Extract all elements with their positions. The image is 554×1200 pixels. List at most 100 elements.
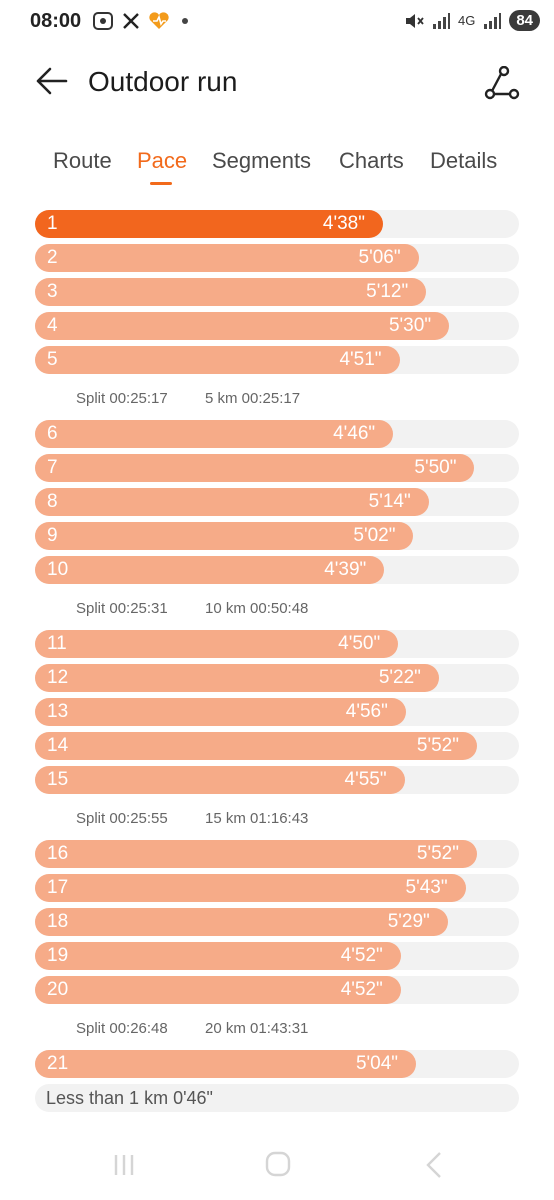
pace-bar: 16	[35, 840, 477, 868]
cumulative-time: 10 km 00:50:48	[205, 600, 309, 617]
pace-label: 4'38"	[322, 213, 365, 234]
km-index: 18	[47, 911, 69, 932]
km-index: 5	[47, 349, 58, 370]
cumulative-time: 5 km 00:25:17	[205, 390, 301, 407]
pace-label: 5'30"	[388, 315, 432, 336]
home-icon[interactable]	[258, 1150, 298, 1180]
km-index: 7	[47, 457, 58, 478]
pace-bar: 20	[35, 976, 401, 1004]
pace-row[interactable]: 21 5'04"	[35, 1050, 519, 1078]
cumulative-time: 20 km 01:43:31	[205, 1020, 309, 1037]
split-time: Split 00:25:17	[76, 390, 168, 407]
split-summary: Split 00:25:31 10 km 00:50:48	[35, 590, 519, 630]
pace-bar: 3	[35, 278, 427, 306]
cumulative-time: 15 km 01:16:43	[205, 810, 309, 827]
pace-row[interactable]: 8 5'14"	[35, 488, 519, 516]
km-index: 13	[47, 701, 69, 722]
tab-pace[interactable]: Pace	[137, 148, 188, 173]
pace-label: 4'52"	[340, 945, 383, 966]
pace-row[interactable]: 15 4'55"	[35, 766, 519, 794]
more-notifications-dot	[182, 18, 188, 24]
km-index: 15	[47, 769, 69, 790]
pace-row[interactable]: 12 5'22"	[35, 664, 519, 692]
clock: 08:00	[30, 10, 82, 32]
km-index: 1	[47, 213, 58, 234]
km-index: 21	[47, 1053, 69, 1074]
pace-row[interactable]: 7 5'50"	[35, 454, 519, 482]
pace-row[interactable]: 13 4'56"	[35, 698, 519, 726]
split-time: Split 00:26:48	[76, 1020, 168, 1037]
pace-bar: 21	[35, 1050, 417, 1078]
remainder-label: Less than 1 km 0'46"	[46, 1088, 213, 1108]
pace-row[interactable]: 19 4'52"	[35, 942, 519, 970]
pace-row[interactable]: 2 5'06"	[35, 244, 519, 272]
remainder-row: Less than 1 km 0'46"	[35, 1084, 519, 1112]
km-index: 12	[47, 667, 69, 688]
pace-label: 4'46"	[333, 423, 376, 444]
pace-bar: 6	[35, 420, 394, 448]
pace-bar: 11	[35, 630, 399, 658]
pace-bar: 18	[35, 908, 448, 936]
pace-bar: 10	[35, 556, 385, 584]
pace-bar: 4	[35, 312, 450, 340]
pace-row[interactable]: 1 4'38"	[35, 210, 519, 238]
tab-charts[interactable]: Charts	[339, 148, 404, 173]
pace-bar: 12	[35, 664, 439, 692]
pace-bar: 9	[35, 522, 414, 550]
km-index: 3	[47, 281, 58, 302]
tab-segments[interactable]: Segments	[212, 148, 312, 173]
arrow-left-icon[interactable]	[34, 66, 70, 96]
pace-label: 5'50"	[414, 457, 457, 478]
pace-row[interactable]: 5 4'51"	[35, 346, 519, 374]
km-index: 9	[47, 525, 58, 546]
recent-apps-icon[interactable]	[104, 1150, 144, 1180]
km-index: 4	[47, 315, 58, 336]
health-app-icon	[149, 12, 169, 30]
pace-row[interactable]: 4 5'30"	[35, 312, 519, 340]
pace-bar: 13	[35, 698, 406, 726]
split-summary: Split 00:26:48 20 km 01:43:31	[35, 1010, 519, 1050]
km-index: 17	[47, 877, 69, 898]
pace-row[interactable]: 3 5'12"	[35, 278, 519, 306]
km-index: 8	[47, 491, 58, 512]
pace-label: 5'14"	[368, 491, 411, 512]
pace-label: 5'52"	[416, 843, 459, 864]
tab-details[interactable]: Details	[430, 148, 498, 173]
pace-chart: 1 4'38" 2 5'06" 3 5'12" 4 5'30" 5 4'51" Split 00:2…	[35, 210, 519, 1112]
split-summary: Split 00:25:17 5 km 00:25:17	[35, 380, 519, 420]
pace-label: 4'39"	[324, 559, 367, 580]
pace-row[interactable]: 14 5'52"	[35, 732, 519, 760]
pace-bar: 19	[35, 942, 401, 970]
pace-label: 5'43"	[405, 877, 448, 898]
pace-row[interactable]: 16 5'52"	[35, 840, 519, 868]
pace-bar: 2	[35, 244, 419, 272]
km-index: 11	[47, 633, 67, 654]
signal-icon-2	[484, 12, 502, 29]
status-bar: 08:00 4G 84	[0, 0, 554, 44]
pace-row[interactable]: 9 5'02"	[35, 522, 519, 550]
km-index: 10	[47, 559, 69, 580]
tab-route[interactable]: Route	[53, 148, 112, 173]
pace-row[interactable]: 17 5'43"	[35, 874, 519, 902]
km-index: 16	[47, 843, 69, 864]
split-time: Split 00:25:55	[76, 810, 168, 827]
pace-row[interactable]: 20 4'52"	[35, 976, 519, 1004]
network-type: 4G	[457, 13, 476, 28]
system-nav-bar	[0, 1140, 554, 1190]
pace-row[interactable]: 11 4'50"	[35, 630, 519, 658]
route-share-icon[interactable]	[484, 66, 520, 100]
pace-bar: 7	[35, 454, 475, 482]
screenshot-icon	[93, 12, 113, 30]
km-index: 19	[47, 945, 69, 966]
pace-row[interactable]: 10 4'39"	[35, 556, 519, 584]
pace-label: 5'12"	[366, 281, 409, 302]
pace-row[interactable]: 6 4'46"	[35, 420, 519, 448]
pace-row[interactable]: 18 5'29"	[35, 908, 519, 936]
x-app-icon	[123, 13, 139, 29]
back-nav-icon[interactable]	[414, 1150, 454, 1180]
pace-bar: 5	[35, 346, 400, 374]
pace-bar: 14	[35, 732, 477, 760]
km-index: 2	[47, 247, 58, 268]
pace-label: 5'29"	[387, 911, 430, 932]
mute-icon	[405, 13, 424, 28]
